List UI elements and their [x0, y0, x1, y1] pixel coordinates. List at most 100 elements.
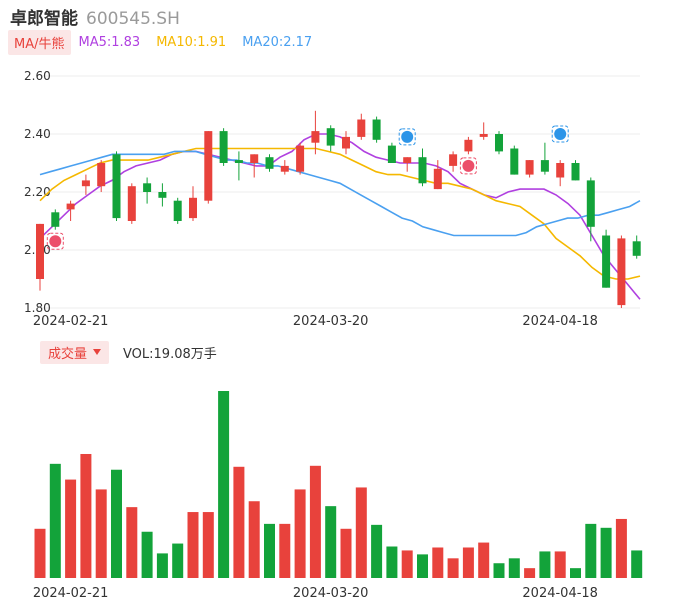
- volume-bar: [264, 523, 275, 578]
- volume-value: VOL:19.08万手: [123, 346, 217, 362]
- volume-bar: [187, 512, 199, 578]
- volume-indicator-toggle[interactable]: 成交量: [40, 340, 110, 364]
- candle-body: [204, 131, 213, 201]
- volume-bar: [218, 391, 230, 578]
- volume-bar: [325, 506, 337, 578]
- stock-name: 卓郎智能: [10, 9, 78, 29]
- ma20-line: [39, 150, 641, 237]
- date-tick-label: 2024-03-20: [293, 586, 369, 601]
- volume-bar: [417, 554, 428, 578]
- ma5-label: MA5:1.83: [78, 34, 141, 50]
- candle-body: [280, 165, 289, 172]
- candle-body: [632, 241, 641, 256]
- bear-marker-icon[interactable]: [398, 128, 416, 146]
- ma-indicator-toggle[interactable]: MA/牛熊: [8, 29, 71, 55]
- price-tick-label: 2.40: [24, 127, 51, 141]
- stock-code: 600545.SH: [86, 9, 180, 29]
- volume-bar: [65, 479, 77, 578]
- candle-body: [296, 145, 305, 172]
- bull-marker-icon[interactable]: [46, 232, 64, 250]
- candle-body: [525, 160, 534, 175]
- volume-bar: [371, 524, 383, 578]
- date-tick-label: 2024-02-21: [33, 314, 109, 329]
- volume-legend: 成交量 VOL:19.08万手: [40, 340, 217, 364]
- volume-bar: [294, 489, 306, 578]
- volume-bar: [156, 553, 168, 578]
- volume-bar: [493, 563, 505, 578]
- volume-bar: [141, 531, 153, 578]
- candle-body: [311, 131, 320, 143]
- ma10-label: MA10:1.91: [156, 34, 227, 50]
- candle-body: [357, 119, 366, 137]
- price-tick-label: 2.20: [24, 185, 51, 199]
- date-tick-label: 2024-04-18: [522, 314, 598, 329]
- volume-bar: [554, 551, 566, 578]
- candle-body: [158, 192, 167, 198]
- volume-bar: [600, 527, 612, 578]
- candle-body: [112, 154, 121, 219]
- volume-bar: [248, 501, 260, 578]
- candle-body: [556, 163, 565, 178]
- candle-body: [372, 119, 381, 140]
- candle-body: [127, 186, 136, 221]
- candle-body: [81, 180, 90, 187]
- candle-body: [265, 157, 274, 169]
- volume-bar: [111, 469, 122, 578]
- volume-bar: [126, 507, 138, 578]
- ma20-label: MA20:2.17: [242, 34, 313, 50]
- candle-body: [540, 160, 549, 172]
- candle-body: [51, 212, 60, 227]
- candle-body: [219, 131, 228, 163]
- date-tick-label: 2024-03-20: [293, 314, 369, 329]
- candle-body: [418, 157, 427, 184]
- volume-bar: [49, 463, 61, 578]
- volume-bar: [202, 512, 214, 578]
- candle-body: [97, 163, 106, 187]
- volume-bar: [585, 523, 597, 578]
- ma10-line: [39, 147, 641, 280]
- ma5-line: [39, 133, 641, 300]
- candle-body: [342, 136, 350, 149]
- volume-bar: [309, 465, 321, 578]
- candle-body: [36, 223, 44, 279]
- bear-marker-icon[interactable]: [551, 125, 569, 143]
- candle-body: [617, 238, 626, 306]
- bull-marker-icon[interactable]: [459, 157, 477, 175]
- candle-body: [479, 134, 488, 137]
- volume-bar: [631, 550, 643, 578]
- volume-bar: [539, 551, 551, 578]
- volume-bar: [34, 528, 46, 578]
- candle-body: [571, 163, 580, 181]
- candle-body: [586, 180, 595, 227]
- candle-body: [326, 128, 335, 146]
- volume-bar: [233, 466, 245, 578]
- candle-body: [495, 134, 503, 152]
- candle-body: [173, 200, 182, 221]
- volume-bar: [508, 558, 520, 578]
- volume-toggle-label: 成交量: [48, 346, 88, 362]
- volume-bar: [447, 558, 459, 578]
- candle-body: [602, 235, 611, 288]
- candle-body: [189, 197, 197, 219]
- date-tick-label: 2024-02-21: [33, 586, 109, 601]
- candle-body: [143, 183, 152, 192]
- volume-bar: [172, 543, 184, 578]
- candle-body: [403, 157, 412, 163]
- candle-body: [449, 154, 458, 166]
- volume-bar: [570, 568, 581, 578]
- stock-title: 卓郎智能 600545.SH: [10, 4, 180, 29]
- caret-down-icon: [93, 349, 102, 355]
- volume-bar: [340, 528, 352, 578]
- date-tick-label: 2024-04-18: [522, 586, 598, 601]
- candle-body: [387, 145, 396, 163]
- candle-body: [250, 154, 259, 163]
- price-tick-label: 1.80: [24, 301, 51, 315]
- volume-bar: [95, 489, 107, 578]
- volume-bar: [386, 546, 398, 578]
- volume-bar: [478, 542, 490, 578]
- candle-body: [234, 160, 243, 163]
- volume-bar: [432, 547, 444, 578]
- volume-bar: [462, 547, 474, 578]
- candle-body: [510, 148, 519, 175]
